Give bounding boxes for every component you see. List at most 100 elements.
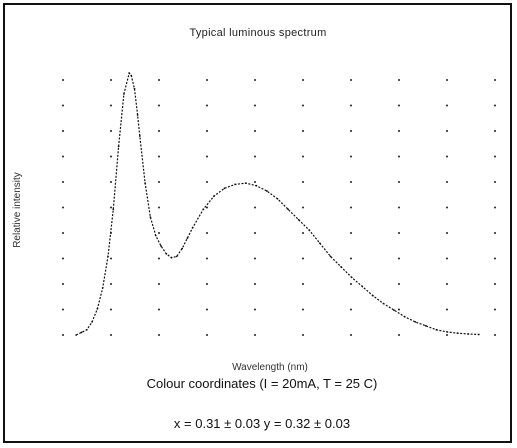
series-point bbox=[308, 229, 311, 232]
grid-dot bbox=[158, 283, 160, 285]
spectrum-series bbox=[75, 71, 480, 336]
grid-dot bbox=[446, 334, 448, 336]
x-axis-label: Wavelength (nm) bbox=[232, 362, 308, 373]
series-point bbox=[456, 332, 459, 335]
series-point bbox=[101, 287, 104, 289]
series-point bbox=[136, 114, 139, 116]
series-line bbox=[75, 71, 479, 336]
grid-dot bbox=[158, 232, 160, 234]
grid-dot bbox=[110, 181, 112, 183]
grid-dot bbox=[110, 257, 112, 260]
series-point bbox=[117, 145, 120, 148]
grid-dot bbox=[110, 334, 112, 336]
grid-dot bbox=[302, 283, 304, 285]
colour-conditions-caption: Colour coordinates (I = 20mA, T = 25 C) bbox=[147, 376, 378, 391]
series-point bbox=[382, 302, 385, 305]
grid-dot bbox=[446, 155, 448, 158]
series-point bbox=[160, 245, 162, 247]
series-point bbox=[361, 285, 364, 288]
series-point bbox=[130, 74, 133, 77]
series-point bbox=[191, 226, 194, 229]
grid-dot bbox=[158, 308, 160, 311]
grid-dot bbox=[494, 257, 496, 260]
series-point bbox=[424, 324, 427, 327]
series-point bbox=[123, 93, 125, 95]
grid-dot bbox=[398, 155, 400, 158]
grid-dot bbox=[494, 155, 496, 158]
series-point bbox=[175, 255, 178, 258]
grid-dot bbox=[302, 79, 304, 81]
series-point bbox=[112, 208, 115, 211]
series-point bbox=[319, 242, 321, 245]
grid-dot bbox=[158, 206, 160, 209]
grid-dot bbox=[446, 257, 448, 260]
series-point bbox=[297, 218, 300, 221]
grid-dot bbox=[350, 130, 352, 132]
grid-dot bbox=[302, 334, 304, 336]
series-point bbox=[372, 294, 374, 297]
grid-dot bbox=[494, 130, 496, 132]
series-point bbox=[149, 216, 152, 219]
series-point bbox=[276, 197, 279, 200]
series-point bbox=[244, 182, 247, 185]
grid-dot bbox=[62, 130, 64, 132]
grid-dot bbox=[158, 155, 160, 158]
colour-coordinates-caption: x = 0.31 ± 0.03 y = 0.32 ± 0.03 bbox=[174, 416, 350, 431]
grid-dot bbox=[446, 104, 448, 107]
grid-dot bbox=[254, 283, 256, 285]
grid-dot bbox=[350, 232, 352, 234]
series-point bbox=[154, 234, 157, 237]
grid-dot bbox=[254, 104, 256, 107]
series-point bbox=[340, 266, 342, 268]
grid-dot bbox=[494, 334, 496, 336]
grid-dot bbox=[62, 308, 64, 311]
grid-dot bbox=[446, 206, 448, 209]
grid-dot bbox=[350, 283, 352, 285]
grid-dot bbox=[398, 257, 400, 260]
grid-dot bbox=[398, 104, 400, 107]
series-point bbox=[75, 334, 78, 336]
series-point bbox=[329, 255, 332, 258]
grid-dots bbox=[62, 79, 496, 336]
grid-dot bbox=[254, 79, 256, 81]
grid-dot bbox=[254, 155, 256, 158]
grid-dot bbox=[206, 283, 208, 285]
grid-dot bbox=[158, 181, 160, 183]
grid-dot bbox=[302, 232, 304, 234]
series-point bbox=[435, 328, 438, 331]
grid-dot bbox=[494, 79, 496, 81]
grid-dot bbox=[494, 206, 496, 209]
grid-dot bbox=[398, 130, 400, 132]
series-point bbox=[107, 255, 109, 258]
grid-dot bbox=[206, 232, 208, 234]
grid-dot bbox=[350, 308, 352, 311]
grid-dot bbox=[494, 181, 496, 183]
series-point bbox=[85, 328, 88, 331]
series-point bbox=[266, 190, 268, 192]
grid-dot bbox=[446, 130, 448, 132]
series-point bbox=[477, 333, 480, 336]
grid-dot bbox=[398, 181, 400, 183]
series-point bbox=[393, 309, 395, 311]
series-point bbox=[170, 256, 173, 259]
grid-dot bbox=[254, 130, 256, 132]
grid-dot bbox=[206, 130, 208, 132]
series-point bbox=[186, 237, 189, 240]
series-point bbox=[234, 183, 237, 186]
grid-dot bbox=[302, 104, 304, 107]
grid-dot bbox=[110, 206, 112, 209]
grid-dot bbox=[158, 104, 160, 107]
grid-dot bbox=[494, 232, 496, 234]
grid-dot bbox=[110, 155, 112, 158]
series-point bbox=[165, 252, 168, 255]
series-point bbox=[133, 87, 136, 90]
series-point bbox=[255, 184, 258, 187]
grid-dot bbox=[350, 206, 352, 209]
grid-dot bbox=[350, 181, 352, 183]
grid-dot bbox=[302, 181, 304, 183]
series-point bbox=[91, 321, 93, 323]
grid-dot bbox=[254, 181, 256, 183]
grid-dot bbox=[350, 104, 352, 107]
grid-dot bbox=[206, 257, 208, 260]
grid-dot bbox=[398, 283, 400, 285]
